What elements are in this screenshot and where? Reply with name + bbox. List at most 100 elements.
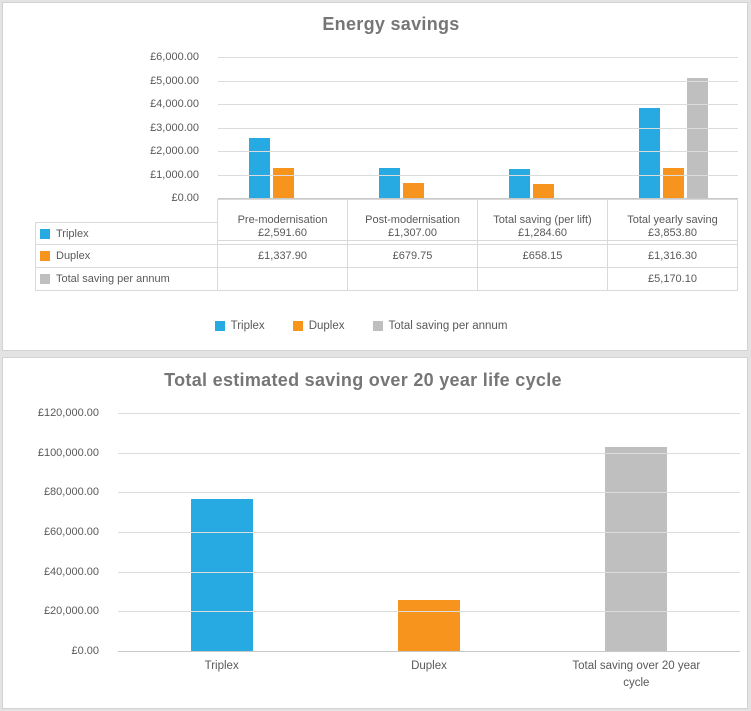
series-name: Total saving per annum bbox=[56, 273, 170, 285]
y-axis-tick-label: £20,000.00 bbox=[43, 605, 99, 618]
x-axis-category-labels: Triplex Duplex Total saving over 20 year c… bbox=[118, 658, 740, 693]
y-axis-tick-label: £2,000.00 bbox=[150, 145, 199, 157]
bar-slot bbox=[271, 58, 295, 199]
category-group bbox=[348, 58, 478, 199]
bar-triplex bbox=[190, 499, 253, 652]
table-row-label: Total saving per annum bbox=[35, 268, 218, 291]
gridline bbox=[218, 80, 738, 82]
bar-triplex bbox=[248, 138, 270, 199]
bar-duplex bbox=[532, 183, 554, 199]
series-name: Duplex bbox=[56, 250, 91, 262]
table-row-label: Triplex bbox=[35, 222, 218, 245]
bar-slot bbox=[507, 58, 531, 199]
bar-triplex bbox=[638, 108, 660, 199]
table-value-cell: £2,591.60 bbox=[218, 222, 348, 245]
y-axis-tick-label: £3,000.00 bbox=[150, 121, 199, 134]
series-swatch bbox=[40, 274, 50, 284]
y-axis-tick-label: £1,000.00 bbox=[150, 168, 199, 181]
legend-label: Total saving per annum bbox=[388, 320, 508, 332]
bar-slot bbox=[401, 58, 425, 199]
table-value-cell: £1,284.60 bbox=[478, 222, 608, 245]
bar-slot bbox=[533, 414, 740, 652]
gridline bbox=[218, 104, 738, 105]
chart-legend: Triplex Duplex Total saving per annum bbox=[0, 320, 733, 332]
bar-slot bbox=[637, 58, 661, 199]
gridline bbox=[118, 571, 740, 573]
legend-item: Total saving per annum bbox=[372, 320, 508, 332]
y-axis-tick-label: £120,000.00 bbox=[37, 407, 99, 419]
legend-item: Triplex bbox=[214, 320, 265, 332]
table-column-header: Total yearly saving bbox=[608, 199, 738, 241]
bar-slot bbox=[295, 58, 319, 199]
x-axis-category-label: Duplex bbox=[411, 660, 447, 672]
bar-duplex bbox=[272, 167, 294, 199]
bar-slot bbox=[531, 58, 555, 199]
gridline bbox=[218, 127, 738, 129]
bar-slot bbox=[425, 58, 449, 199]
bar-slot bbox=[685, 58, 709, 199]
bar-slot bbox=[325, 414, 532, 652]
category-group bbox=[325, 414, 532, 652]
gridline bbox=[118, 611, 740, 613]
y-axis-tick-label: £60,000.00 bbox=[43, 526, 99, 538]
table-value-cell bbox=[218, 268, 348, 291]
table-column-header: Total saving (per lift) bbox=[478, 199, 608, 241]
legend-swatch bbox=[292, 321, 303, 331]
category-group bbox=[478, 58, 608, 199]
table-corner-cell bbox=[35, 199, 218, 241]
legend-label: Triplex bbox=[230, 320, 265, 332]
chart-data-table: Pre-modernisation Post-modernisation Total… bbox=[35, 199, 738, 291]
legend-label: Duplex bbox=[308, 320, 345, 332]
bar-slot bbox=[118, 414, 325, 652]
series-swatch bbox=[40, 251, 50, 261]
legend-item: Duplex bbox=[292, 320, 345, 332]
category-group bbox=[218, 58, 348, 199]
y-axis-tick-label: £100,000.00 bbox=[37, 446, 99, 459]
bar-slot bbox=[247, 58, 271, 199]
table-column-header: Pre-modernisation bbox=[218, 199, 348, 241]
table-value-cell: £679.75 bbox=[348, 245, 478, 268]
table-value-cell bbox=[348, 268, 478, 291]
energy-savings-plot-area bbox=[218, 57, 738, 199]
gridline bbox=[118, 452, 740, 454]
table-value-cell bbox=[478, 268, 608, 291]
y-axis-tick-label: £40,000.00 bbox=[43, 565, 99, 578]
energy-savings-chart-title: Energy savings bbox=[322, 14, 460, 34]
table-value-cell: £1,337.90 bbox=[218, 245, 348, 268]
table-column-header: Post-modernisation bbox=[348, 199, 478, 241]
bar-total-saving-per-annum bbox=[686, 77, 708, 199]
table-value-cell: £3,853.80 bbox=[608, 222, 738, 245]
gridline bbox=[218, 198, 738, 199]
bar-groups bbox=[118, 414, 740, 652]
energy-savings-chart-panel: Energy savings Pre-modernisation Post-mod… bbox=[2, 2, 748, 351]
table-value-cell: £5,170.10 bbox=[608, 268, 738, 291]
lifecycle-chart-title: Total estimated saving over 20 year life… bbox=[164, 370, 562, 390]
gridline bbox=[218, 57, 738, 58]
x-axis-category-label: Triplex bbox=[204, 660, 239, 672]
gridline bbox=[218, 151, 738, 152]
category-group bbox=[533, 414, 740, 652]
y-axis-tick-label: £0.00 bbox=[71, 645, 99, 657]
series-swatch bbox=[40, 228, 50, 239]
gridline bbox=[118, 651, 740, 652]
table-value-cell: £1,316.30 bbox=[608, 245, 738, 268]
y-axis-tick-label: £5,000.00 bbox=[150, 74, 199, 87]
lifecycle-saving-chart-panel: Total estimated saving over 20 year life… bbox=[2, 357, 748, 709]
y-axis-tick-label: £6,000.00 bbox=[150, 51, 199, 63]
bar-duplex bbox=[397, 599, 460, 652]
bar-slot bbox=[377, 58, 401, 199]
legend-swatch bbox=[372, 321, 383, 331]
bar-duplex bbox=[402, 183, 424, 199]
y-axis-tick-label: £80,000.00 bbox=[43, 486, 99, 499]
bar-triplex bbox=[378, 168, 400, 199]
bar-slot bbox=[555, 58, 579, 199]
gridline bbox=[118, 492, 740, 494]
y-axis-tick-label: £4,000.00 bbox=[150, 98, 199, 110]
table-row-label: Duplex bbox=[35, 245, 218, 268]
x-axis-category-label: Total saving over 20 year cycle bbox=[572, 660, 701, 690]
series-name: Triplex bbox=[56, 227, 89, 240]
bar-groups bbox=[218, 58, 738, 199]
table-value-cell: £658.15 bbox=[478, 245, 608, 268]
legend-swatch bbox=[214, 321, 225, 331]
